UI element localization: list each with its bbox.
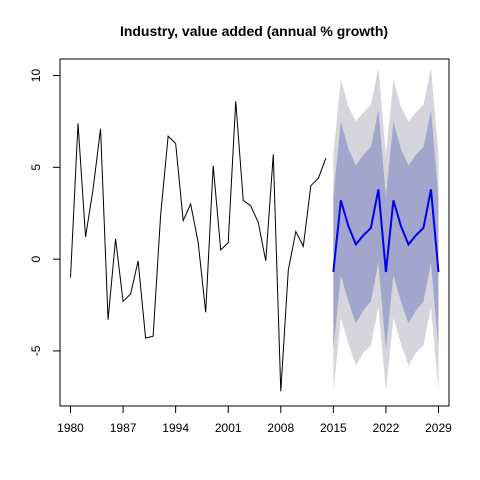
- x-tick-label: 2001: [215, 421, 242, 435]
- y-tick-label: -5: [29, 345, 43, 356]
- x-tick-label: 1987: [110, 421, 137, 435]
- x-tick-label: 1980: [57, 421, 84, 435]
- y-tick-label: 10: [29, 69, 43, 83]
- y-tick-label: 0: [29, 255, 43, 262]
- history-line: [71, 101, 326, 391]
- x-tick-label: 2029: [425, 421, 452, 435]
- x-tick-label: 2008: [267, 421, 294, 435]
- y-tick-label: 5: [29, 164, 43, 171]
- x-tick-label: 2015: [320, 421, 347, 435]
- x-tick-label: 1994: [162, 421, 189, 435]
- x-tick-label: 2022: [373, 421, 400, 435]
- chart-title: Industry, value added (annual % growth): [120, 23, 388, 39]
